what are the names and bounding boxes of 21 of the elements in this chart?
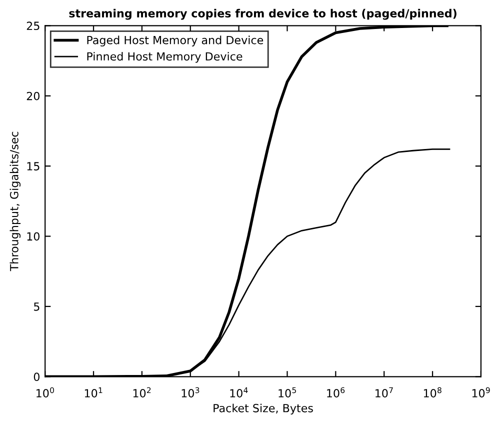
x-tick-label: 10$^{1}$ — [84, 387, 102, 398]
y-tick-label: 25 — [26, 22, 40, 30]
y-tick-label: 20 — [26, 92, 40, 100]
y-tick-label: 15 — [27, 162, 40, 170]
y-tick-label: 10 — [27, 232, 40, 241]
x-tick-label: 10$^{7}$ — [376, 387, 393, 398]
y-axis-title: Throughput, Gigabits/sec — [10, 132, 21, 272]
x-tick-label: 10$^{6}$ — [327, 387, 345, 398]
x-tick-label: 10$^{9}$ — [472, 387, 490, 398]
legend-label: Pinned Host Memory Device — [87, 52, 242, 63]
legend-label: Paged Host Memory and Device — [87, 36, 264, 46]
x-axis-title: Packet Size, Bytes — [214, 404, 313, 414]
y-tick-label: 5 — [34, 302, 40, 311]
x-tick-label: 10$^{2}$ — [133, 387, 151, 398]
x-tick-label: 10$^{8}$ — [424, 387, 442, 398]
x-tick-label: 10$^{4}$ — [230, 387, 248, 398]
x-tick-label: 10$^{3}$ — [182, 387, 200, 398]
x-tick-label: 10$^{0}$ — [36, 387, 54, 398]
x-tick-label: 10$^{5}$ — [278, 387, 296, 398]
y-tick-label: 0 — [34, 372, 40, 382]
chart-title: streaming memory copies from device to host (paged/pinned) — [69, 8, 456, 20]
